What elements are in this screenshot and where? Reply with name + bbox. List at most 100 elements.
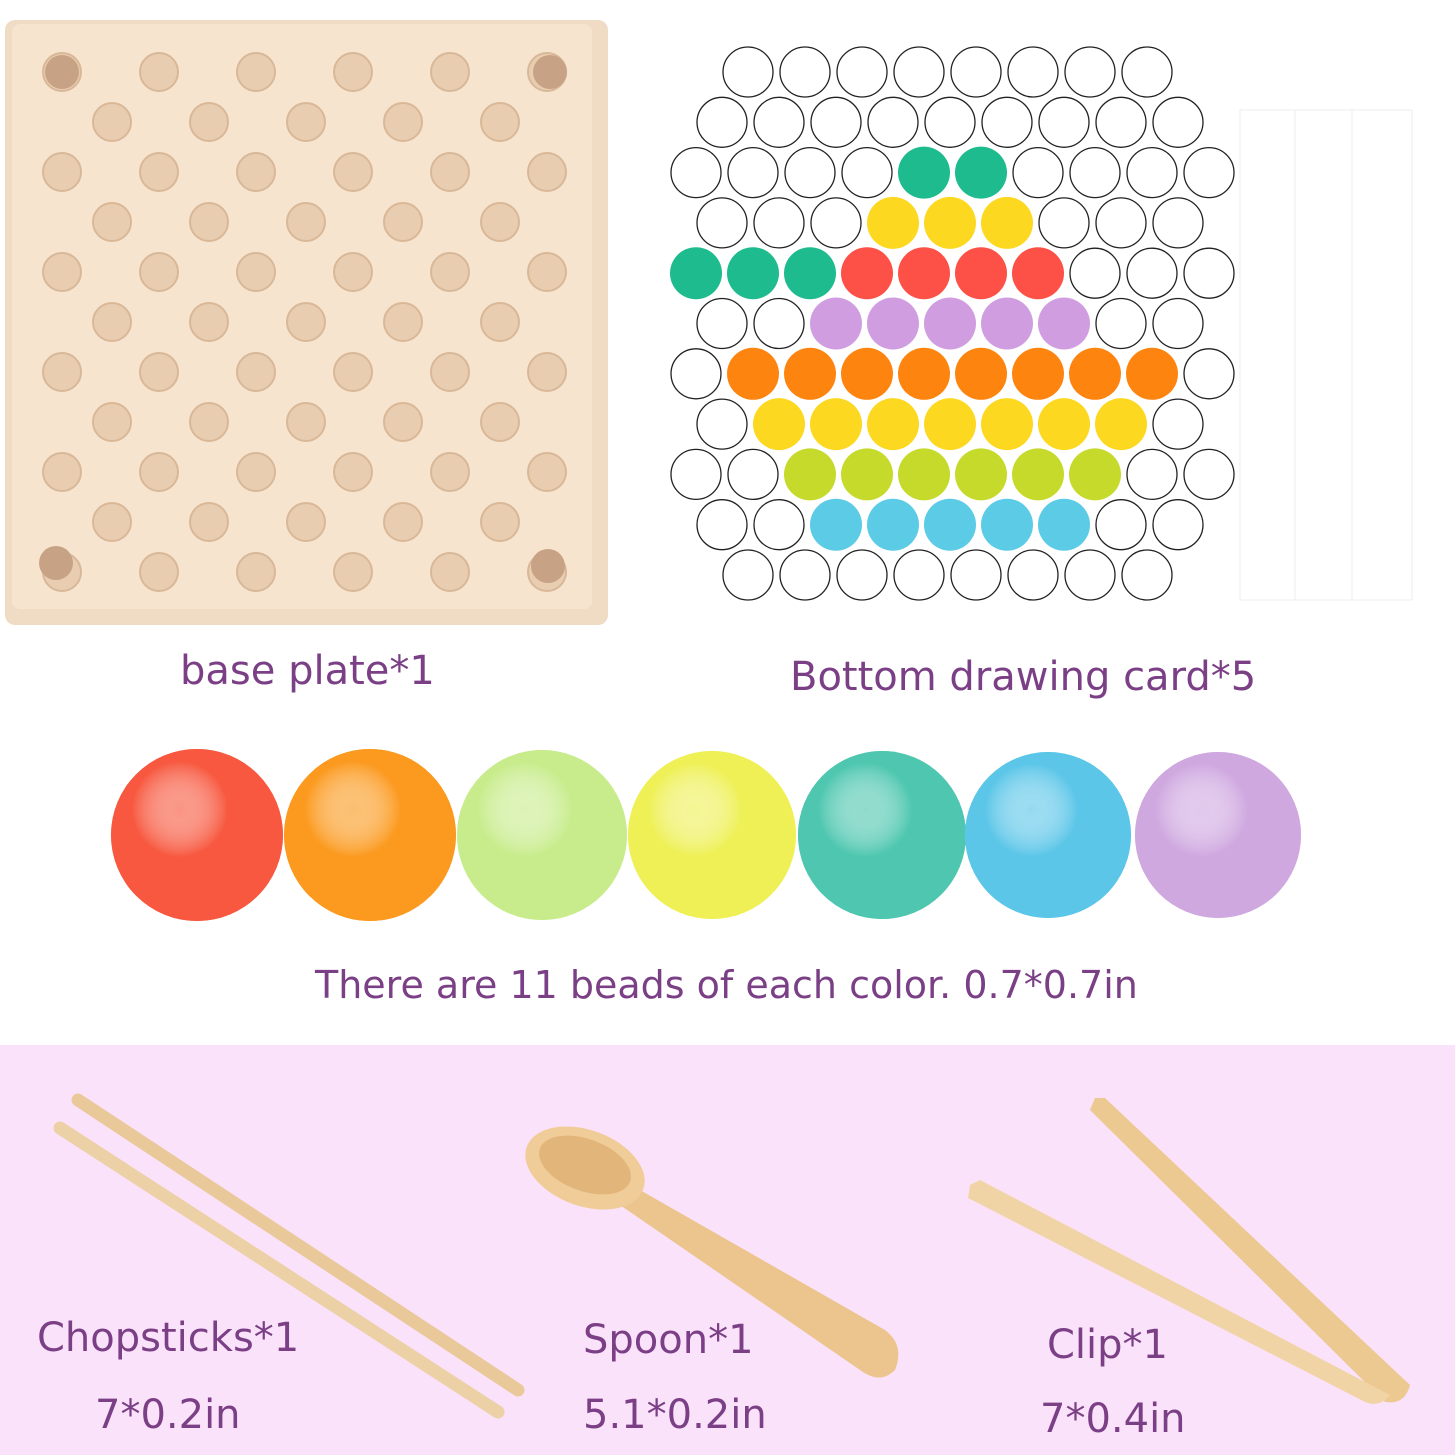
plate-hole <box>383 202 423 242</box>
bead-shading <box>284 749 456 921</box>
card-stack-edge <box>1294 109 1356 601</box>
card-dot-empty <box>670 146 722 199</box>
card-dot-empty <box>753 197 805 249</box>
plate-hole <box>286 502 326 542</box>
card-dot-empty <box>753 297 805 350</box>
card-dot-colored <box>810 498 862 551</box>
bead-shading <box>628 751 796 919</box>
plate-hole <box>480 202 520 242</box>
card-dot-colored <box>841 247 893 300</box>
card-dot-empty <box>836 549 888 601</box>
plate-hole <box>139 252 179 292</box>
plate-hole <box>92 402 132 442</box>
card-dot-empty <box>722 46 774 98</box>
card-dot-colored <box>955 146 1007 199</box>
card-dot-empty <box>1064 549 1116 601</box>
card-dot-colored <box>1012 448 1064 501</box>
plate-hole <box>383 302 423 342</box>
card-dot-colored <box>898 247 950 300</box>
card-dot-empty <box>1126 247 1178 299</box>
plate-hole <box>42 252 82 292</box>
card-dot-colored <box>841 347 893 400</box>
plate-hole <box>383 502 423 542</box>
bead-shading <box>111 749 283 921</box>
plate-hole <box>430 152 470 192</box>
card-dot-empty <box>1183 448 1235 501</box>
plate-hole <box>527 452 567 492</box>
card-dot-colored <box>810 297 862 350</box>
plate-hole <box>139 552 179 592</box>
card-dot-empty <box>696 297 748 350</box>
card-dot-colored <box>924 196 976 249</box>
card-dot-empty <box>753 96 805 148</box>
plate-hole <box>333 152 373 192</box>
card-dot-empty <box>696 96 748 148</box>
card-dot-colored <box>955 247 1007 300</box>
card-dot-colored <box>841 448 893 501</box>
plate-hole <box>333 552 373 592</box>
plate-hole <box>189 202 229 242</box>
plate-hole <box>42 352 82 392</box>
card-dot-empty <box>779 549 831 601</box>
card-dot-empty <box>836 46 888 98</box>
card-dot-empty <box>893 46 945 98</box>
spoon-label: Spoon*1 <box>583 1317 754 1363</box>
card-dot-colored <box>1038 297 1090 350</box>
card-dot-colored <box>1038 398 1090 451</box>
base-plate-label: base plate*1 <box>180 648 435 694</box>
card-dot-colored <box>1069 448 1121 501</box>
card-dot-empty <box>1095 297 1147 350</box>
plate-hole <box>286 302 326 342</box>
base-plate-image <box>5 20 608 625</box>
drawing-card-label: Bottom drawing card*5 <box>790 654 1257 700</box>
bead-shading <box>798 751 966 919</box>
card-dot-colored <box>867 398 919 451</box>
clip-size: 7*0.4in <box>1040 1396 1186 1442</box>
card-dot-empty <box>1007 549 1059 601</box>
card-dot-colored <box>784 247 836 300</box>
card-dot-colored <box>981 196 1033 249</box>
drawing-card-image <box>670 46 1413 601</box>
card-dot-empty <box>1095 197 1147 249</box>
plate-hole <box>92 102 132 142</box>
plate-hole <box>236 352 276 392</box>
plate-hole <box>527 252 567 292</box>
card-dot-empty <box>670 448 722 501</box>
plate-hole <box>430 252 470 292</box>
plate-hole <box>333 252 373 292</box>
plate-hole <box>236 452 276 492</box>
card-dot-empty <box>1095 499 1147 551</box>
card-dot-colored <box>867 297 919 350</box>
card-dot-colored <box>981 398 1033 451</box>
card-dot-empty <box>1152 499 1204 551</box>
plate-hole <box>236 52 276 92</box>
plate-hole <box>42 152 82 192</box>
card-dot-colored <box>898 448 950 501</box>
card-dot-empty <box>981 96 1033 148</box>
bead-shading <box>1135 752 1301 918</box>
plate-hole <box>527 152 567 192</box>
card-dot-empty <box>722 549 774 601</box>
card-dot-colored <box>867 498 919 551</box>
plate-hole <box>480 502 520 542</box>
plate-hole <box>189 402 229 442</box>
card-dot-empty <box>696 499 748 551</box>
beads-image <box>111 749 1301 921</box>
plate-peg <box>531 549 565 583</box>
plate-hole <box>189 502 229 542</box>
plate-hole <box>92 202 132 242</box>
card-dot-colored <box>981 297 1033 350</box>
plate-hole <box>333 52 373 92</box>
card-dot-colored <box>784 448 836 501</box>
card-dot-empty <box>1126 448 1178 501</box>
card-dot-empty <box>727 146 779 199</box>
plate-hole <box>236 252 276 292</box>
card-dot-empty <box>867 96 919 148</box>
plate-peg <box>39 546 73 580</box>
card-dot-empty <box>753 499 805 551</box>
card-dot-empty <box>1152 96 1204 148</box>
plate-hole <box>527 352 567 392</box>
card-dot-empty <box>1069 247 1121 299</box>
card-dot-empty <box>924 96 976 148</box>
card-dot-empty <box>1183 348 1235 400</box>
